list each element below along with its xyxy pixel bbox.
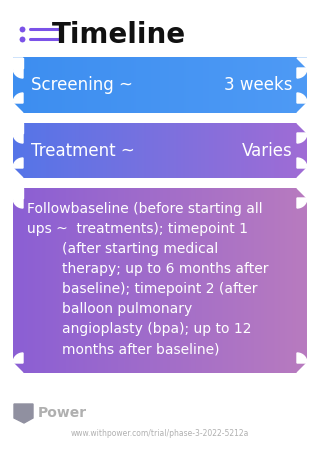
Polygon shape: [297, 188, 307, 198]
Polygon shape: [297, 123, 307, 133]
Text: Varies: Varies: [242, 141, 293, 159]
Wedge shape: [13, 158, 23, 168]
Text: Treatment ~: Treatment ~: [31, 141, 135, 159]
Text: Followbaseline (before starting all
ups ~  treatments); timepoint 1
        (aft: Followbaseline (before starting all ups …: [27, 202, 268, 356]
Wedge shape: [297, 353, 307, 363]
Polygon shape: [13, 363, 23, 373]
Text: Screening ~: Screening ~: [31, 77, 133, 94]
Polygon shape: [297, 103, 307, 113]
Polygon shape: [13, 103, 23, 113]
Wedge shape: [13, 68, 23, 78]
Text: www.withpower.com/trial/phase-3-2022-5212a: www.withpower.com/trial/phase-3-2022-521…: [71, 429, 249, 438]
Wedge shape: [297, 68, 307, 78]
Wedge shape: [13, 353, 23, 363]
Polygon shape: [13, 168, 23, 178]
Wedge shape: [297, 158, 307, 168]
Polygon shape: [297, 168, 307, 178]
Wedge shape: [297, 93, 307, 103]
Polygon shape: [14, 404, 33, 423]
Wedge shape: [297, 133, 307, 143]
Wedge shape: [13, 198, 23, 208]
Polygon shape: [13, 123, 23, 133]
Wedge shape: [13, 133, 23, 143]
Polygon shape: [297, 363, 307, 373]
Polygon shape: [297, 58, 307, 68]
Wedge shape: [297, 198, 307, 208]
Polygon shape: [13, 58, 23, 68]
Text: 3 weeks: 3 weeks: [225, 77, 293, 94]
Text: Timeline: Timeline: [52, 21, 186, 49]
Text: Power: Power: [38, 406, 87, 420]
Polygon shape: [13, 188, 23, 198]
Wedge shape: [13, 93, 23, 103]
